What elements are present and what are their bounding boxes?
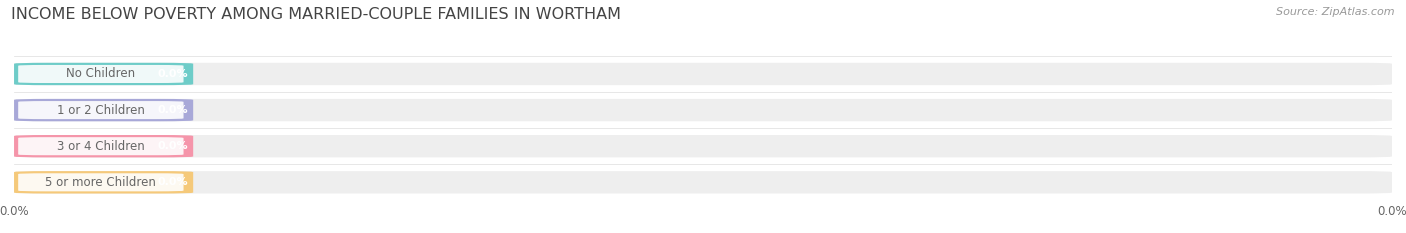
Text: 5 or more Children: 5 or more Children (45, 176, 156, 189)
Text: 0.0%: 0.0% (157, 141, 187, 151)
Text: Source: ZipAtlas.com: Source: ZipAtlas.com (1277, 7, 1395, 17)
Text: INCOME BELOW POVERTY AMONG MARRIED-COUPLE FAMILIES IN WORTHAM: INCOME BELOW POVERTY AMONG MARRIED-COUPL… (11, 7, 621, 22)
Text: 0.0%: 0.0% (157, 177, 187, 187)
FancyBboxPatch shape (14, 63, 193, 85)
FancyBboxPatch shape (18, 65, 184, 83)
FancyBboxPatch shape (14, 99, 1392, 121)
FancyBboxPatch shape (18, 137, 184, 155)
Text: 0.0%: 0.0% (157, 105, 187, 115)
FancyBboxPatch shape (14, 135, 193, 158)
FancyBboxPatch shape (14, 135, 1392, 158)
Text: 0.0%: 0.0% (157, 69, 187, 79)
Text: No Children: No Children (66, 68, 135, 80)
FancyBboxPatch shape (18, 173, 184, 191)
FancyBboxPatch shape (14, 63, 1392, 85)
FancyBboxPatch shape (14, 99, 193, 121)
FancyBboxPatch shape (18, 101, 184, 119)
Text: 1 or 2 Children: 1 or 2 Children (56, 104, 145, 116)
FancyBboxPatch shape (14, 171, 193, 194)
Text: 3 or 4 Children: 3 or 4 Children (58, 140, 145, 153)
FancyBboxPatch shape (14, 171, 1392, 194)
